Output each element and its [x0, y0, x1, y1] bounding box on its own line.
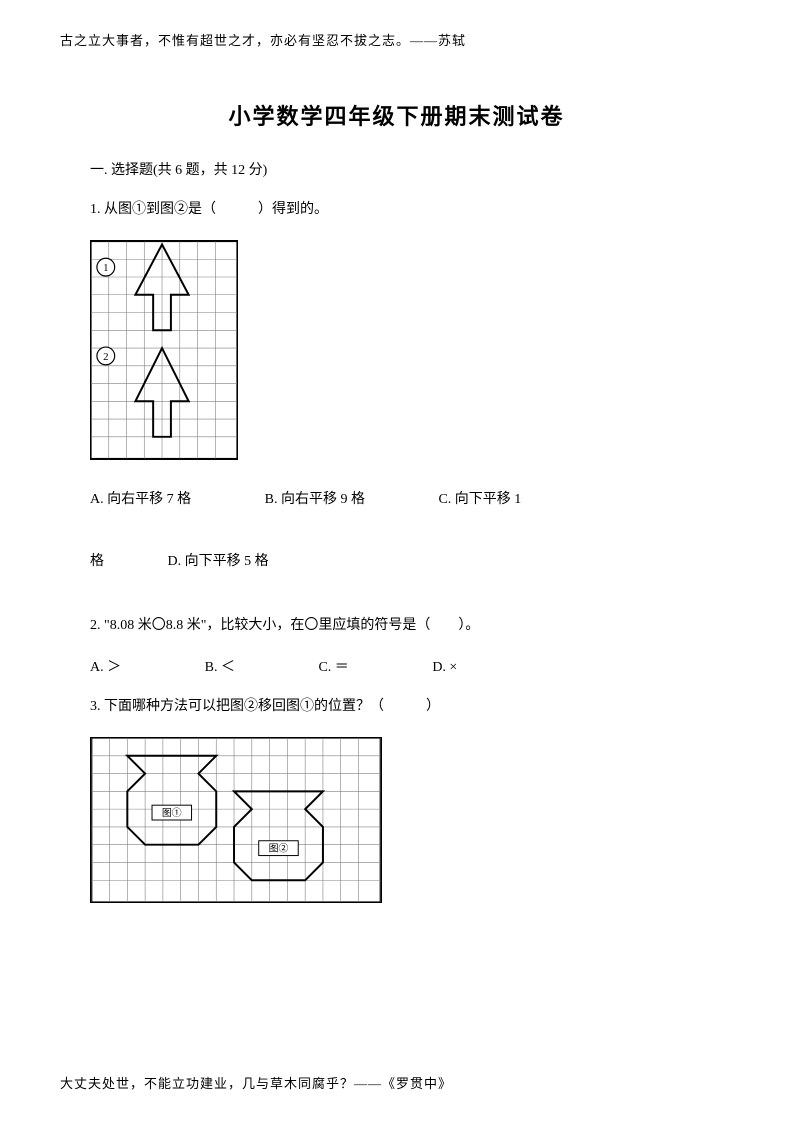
q1-option-c: C. 向下平移 1	[438, 485, 521, 516]
q2-option-b: B. ＜	[205, 656, 235, 676]
section-heading: 一. 选择题(共 6 题，共 12 分)	[90, 159, 703, 179]
q2-options: A. ＞ B. ＜ C. ＝ D. ×	[90, 656, 703, 676]
q2-option-d: D. ×	[432, 660, 457, 676]
q2-option-c: C. ＝	[318, 656, 348, 676]
q1-option-c-cont: 格	[90, 547, 104, 578]
header-quote: 古之立大事者，不惟有超世之才，亦必有坚忍不拔之志。——苏轼	[60, 30, 733, 49]
q1-text: 1. 从图①到图②是（ ）得到的。	[90, 197, 703, 222]
q3-text: 3. 下面哪种方法可以把图②移回图①的位置？（ ）	[90, 694, 703, 719]
footer-quote: 大丈夫处世，不能立功建业，几与草木同腐乎？——《罗贯中》	[60, 1073, 452, 1092]
svg-text:图①: 图①	[162, 807, 182, 819]
q1-options: A. 向右平移 7 格 B. 向右平移 9 格 C. 向下平移 1 格 D. 向…	[90, 485, 703, 577]
q1-figure: 1 2	[90, 240, 703, 460]
q1-option-d: D. 向下平移 5 格	[168, 547, 269, 578]
svg-text:1: 1	[103, 262, 108, 274]
svg-text:2: 2	[103, 351, 108, 363]
q2-text: 2. "8.08 米〇8.8 米"，比较大小，在〇里应填的符号是（ ）。	[90, 613, 703, 638]
page-title: 小学数学四年级下册期末测试卷	[60, 99, 733, 131]
svg-text:图②: 图②	[269, 843, 289, 855]
q1-option-a: A. 向右平移 7 格	[90, 485, 191, 516]
q1-option-b: B. 向右平移 9 格	[265, 485, 365, 516]
q3-figure: 图① 图②	[90, 737, 703, 903]
content-area: 一. 选择题(共 6 题，共 12 分) 1. 从图①到图②是（ ）得到的。	[60, 159, 733, 903]
q2-option-a: A. ＞	[90, 656, 121, 676]
